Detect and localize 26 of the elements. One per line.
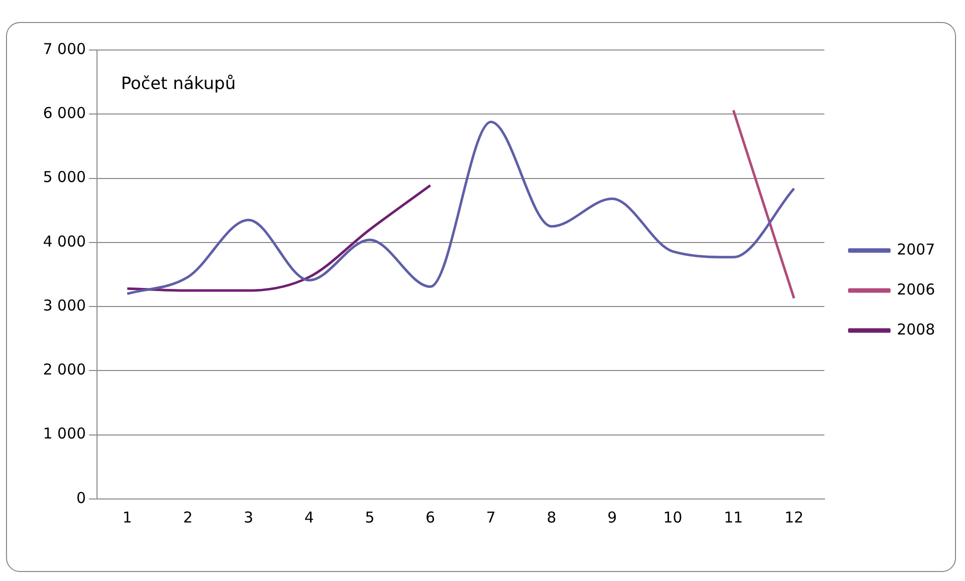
x-tick-label: 5 xyxy=(364,508,374,526)
x-tick-label: 4 xyxy=(304,508,314,526)
x-tick-label: 8 xyxy=(546,508,556,526)
legend-label: 2007 xyxy=(896,240,936,258)
y-tick-label: 4 000 xyxy=(42,232,86,250)
line-series xyxy=(126,184,432,292)
legend-label: 2006 xyxy=(896,280,936,298)
y-tick-label: 6 000 xyxy=(42,104,86,122)
x-tick-label: 12 xyxy=(784,508,804,526)
x-tick-label: 1 xyxy=(122,508,132,526)
x-tick-label: 9 xyxy=(607,508,617,526)
y-tick-label: 0 xyxy=(76,488,86,507)
x-tick-label: 7 xyxy=(486,508,496,526)
x-tick-label: 6 xyxy=(426,508,436,526)
x-tick-label: 10 xyxy=(663,508,682,526)
text: Počet nákupů xyxy=(120,74,236,94)
line-series xyxy=(126,120,796,295)
y-tick-label: 3 000 xyxy=(42,296,86,314)
y-tick-label: 7 000 xyxy=(42,40,86,58)
x-tick-label: 2 xyxy=(183,508,193,526)
y-tick-label: 1 000 xyxy=(42,424,86,443)
x-tick-label: 11 xyxy=(724,508,743,526)
legend-label: 2008 xyxy=(896,320,936,338)
y-tick-label: 2 000 xyxy=(42,360,86,379)
y-tick-label: 5 000 xyxy=(42,168,86,186)
x-tick-label: 3 xyxy=(244,508,254,526)
